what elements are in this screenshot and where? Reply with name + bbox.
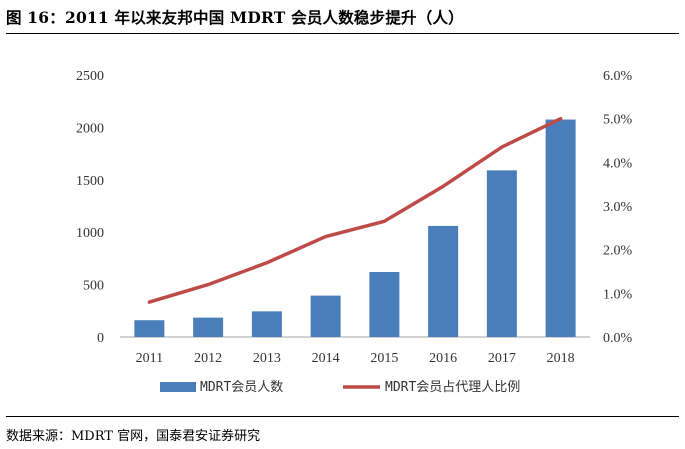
legend: MDRT会员人数 MDRT会员占代理人比例 (160, 380, 520, 395)
bar-2014 (310, 295, 341, 337)
bar-series (134, 119, 576, 337)
bar-2018 (545, 119, 576, 337)
x-tick-label: 2012 (194, 351, 222, 366)
legend-line-label: MDRT会员占代理人比例 (385, 380, 520, 395)
bar-2011 (134, 320, 165, 337)
source-note: 数据来源：MDRT 官网，国泰君安证券研究 (6, 429, 261, 444)
bar-2017 (486, 170, 517, 337)
bar-2013 (251, 311, 282, 337)
line-series (147, 116, 563, 304)
right-tick-label: 3.0% (603, 200, 633, 215)
x-tick-label: 2016 (429, 351, 457, 366)
right-tick-label: 1.0% (603, 287, 633, 302)
left-tick-label: 2000 (76, 121, 104, 136)
right-tick-label: 2.0% (603, 244, 633, 259)
ratio-line (147, 116, 563, 304)
x-tick-label: 2017 (488, 351, 516, 366)
legend-bar-label: MDRT会员人数 (200, 380, 283, 395)
right-tick-label: 0.0% (603, 331, 633, 346)
title-rule (6, 33, 679, 34)
legend-bar-swatch (160, 382, 196, 392)
left-tick-label: 1500 (76, 174, 104, 189)
right-axis-ticks: 0.0% 1.0% 2.0% 3.0% 4.0% 5.0% 6.0% (603, 69, 633, 346)
left-tick-label: 1000 (76, 226, 104, 241)
figure-title: 图 16：2011 年以来友邦中国 MDRT 会员人数稳步提升（人） (6, 8, 464, 27)
left-axis-ticks: 0 500 1000 1500 2000 2500 (76, 69, 104, 346)
right-tick-label: 6.0% (603, 69, 633, 84)
x-tick-label: 2011 (136, 351, 163, 366)
bar-2012 (193, 317, 224, 337)
x-tick-label: 2014 (312, 351, 340, 366)
right-tick-label: 5.0% (603, 113, 633, 128)
right-tick-label: 4.0% (603, 156, 633, 171)
bar-2016 (428, 225, 459, 337)
left-tick-label: 2500 (76, 69, 104, 84)
x-axis-ticks: 2011 2012 2013 2014 2015 2016 2017 2018 (136, 351, 575, 366)
left-tick-label: 0 (97, 331, 104, 346)
bar-2015 (369, 272, 400, 337)
source-rule (6, 416, 679, 417)
x-tick-label: 2015 (370, 351, 398, 366)
x-tick-label: 2018 (547, 351, 575, 366)
x-tick-label: 2013 (253, 351, 281, 366)
left-tick-label: 500 (83, 279, 104, 294)
